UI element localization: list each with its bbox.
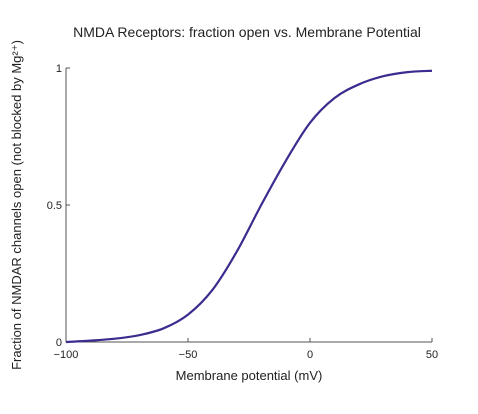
x-ticks: −100 −50 0 50 (54, 338, 438, 361)
series-line-fraction-open (65, 69, 433, 344)
x-tick-label: 0 (307, 349, 313, 361)
data-points (65, 70, 433, 343)
y-ticks: 00.51 (47, 63, 70, 349)
y-tick-label: 1 (56, 63, 62, 75)
y-axis-label: Fraction of NMDAR channels open (not blo… (9, 40, 24, 370)
x-tick-label: 50 (426, 349, 438, 361)
y-tick-label: 0.5 (47, 200, 62, 212)
chart-title: NMDA Receptors: fraction open vs. Membra… (73, 24, 421, 40)
x-axis-label: Membrane potential (mV) (176, 368, 323, 383)
axes (65, 68, 432, 343)
y-tick-label: 0 (56, 337, 62, 349)
x-tick-label: −100 (54, 349, 79, 361)
x-tick-label: −50 (179, 349, 198, 361)
